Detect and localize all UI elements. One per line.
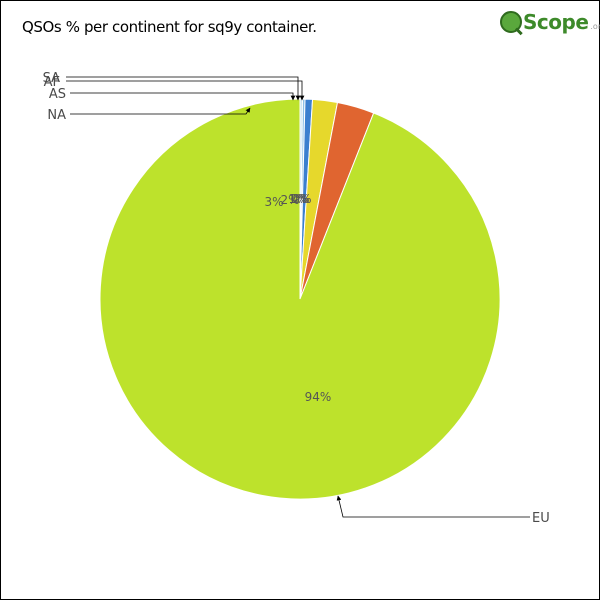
callout-label-as: AS <box>49 87 66 102</box>
callout-label-na: NA <box>47 108 66 123</box>
callout-lines <box>66 76 530 518</box>
callout-line-sa <box>66 76 301 101</box>
callout-line-af <box>66 80 305 101</box>
chart-title: QSOs % per continent for sq9y container. <box>22 18 317 36</box>
pct-label-af: 1% <box>288 192 307 206</box>
pct-label-sa: 0% <box>290 192 309 206</box>
callout-line-as <box>70 92 296 101</box>
pie-slices <box>99 98 501 500</box>
magnifier-icon <box>500 11 522 33</box>
percentage-labels: 0%0%1%2%3%94% <box>264 192 331 404</box>
qscope-logo: Scope .org <box>500 6 600 38</box>
pie-slice-eu <box>99 98 501 500</box>
callout-label-af: AF <box>44 75 60 90</box>
logo-word: Scope <box>523 10 589 34</box>
callout-label-sa: SA <box>43 71 60 86</box>
pct-label-oc: 0% <box>292 192 311 206</box>
callout-line-eu <box>336 495 530 518</box>
pct-label-as: 2% <box>280 193 299 207</box>
pct-label-eu: 94% <box>305 390 332 404</box>
logo-tld: .org <box>590 21 600 31</box>
pct-label-na: 3% <box>264 195 283 209</box>
callout-line-na <box>70 107 251 115</box>
callout-label-eu: EU <box>532 511 550 526</box>
